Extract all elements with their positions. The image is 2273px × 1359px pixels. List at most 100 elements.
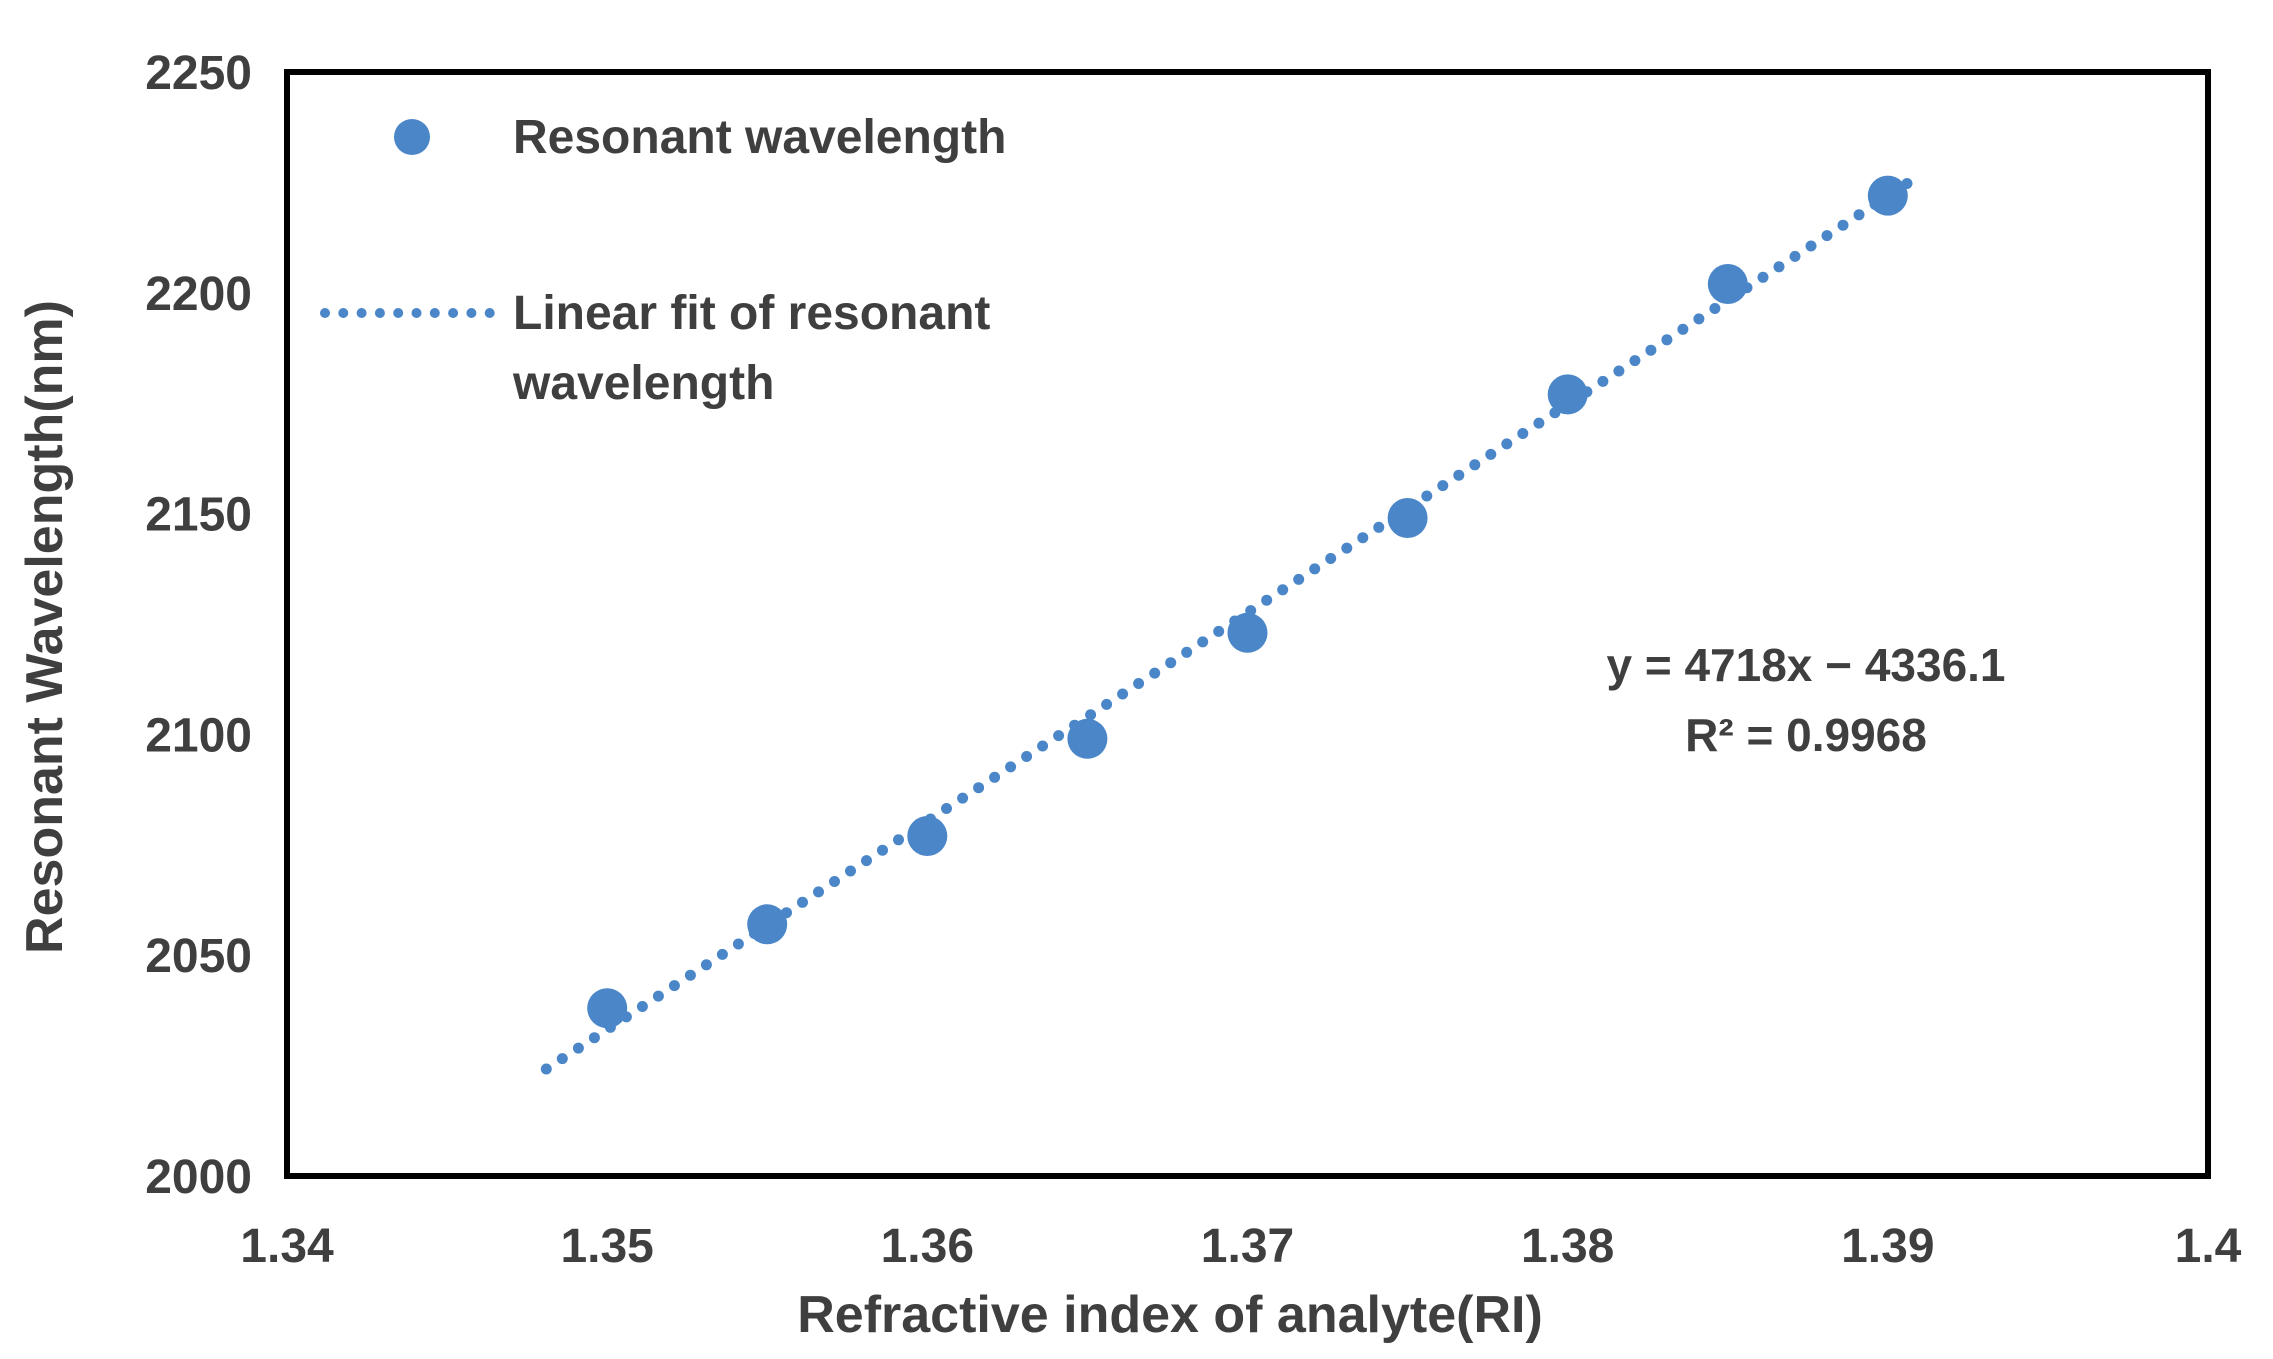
fit-line-dot (732, 938, 744, 950)
fit-line-dot (1165, 657, 1177, 669)
y-tick-label: 2050 (145, 930, 252, 983)
fit-line-dot (1181, 646, 1193, 658)
fit-line-dot (1821, 230, 1833, 242)
legend: Resonant wavelength Linear fit of resona… (320, 111, 1006, 410)
x-tick-label: 1.4 (2175, 1220, 2242, 1273)
fit-line-dot (1277, 584, 1289, 596)
fit-line-dot (572, 1042, 584, 1054)
legend-dot (429, 308, 440, 318)
legend-dotted-line-icon (320, 308, 495, 318)
data-point (907, 816, 948, 856)
fit-line-dot (1757, 271, 1769, 283)
fit-line-dot (1021, 751, 1033, 762)
fit-line-dot (1597, 375, 1609, 387)
fit-line-dot (989, 771, 1001, 783)
fit-line-dot (1693, 313, 1705, 325)
legend-dot (393, 308, 404, 318)
fit-line-dot (636, 1001, 648, 1012)
x-tick-label: 1.39 (1841, 1220, 1934, 1273)
data-point (1547, 374, 1588, 415)
x-tick-label: 1.35 (560, 1220, 653, 1273)
x-axis-tick-labels: 1.34 1.35 1.36 1.37 1.38 1.39 1.4 (240, 1220, 2241, 1273)
legend-dot (338, 308, 349, 318)
legend-dot (466, 308, 477, 318)
fit-r-squared-text: R² = 0.9968 (1685, 709, 1927, 761)
resonant-wavelength-series (587, 175, 1908, 1029)
fit-line-dot (1645, 344, 1657, 356)
fit-line-dot (1197, 636, 1209, 648)
legend-label-linear-fit-line1: Linear fit of resonant (513, 287, 990, 340)
y-tick-label: 2100 (145, 709, 252, 762)
data-point (1707, 264, 1748, 304)
fit-line-dot (1325, 553, 1337, 564)
data-point (587, 988, 628, 1029)
fit-line-dot (877, 844, 888, 856)
fit-line-dot (1789, 250, 1801, 262)
fit-line-dot (1613, 365, 1625, 377)
fit-line-dot (684, 969, 696, 981)
fit-line-dot (556, 1053, 568, 1065)
x-tick-label: 1.37 (1201, 1220, 1294, 1273)
x-tick-label: 1.34 (240, 1220, 334, 1273)
fit-line-dot (540, 1063, 552, 1075)
fit-line-dot (1469, 459, 1481, 471)
fit-line-dot (1341, 542, 1353, 554)
fit-line-dot (1005, 761, 1017, 773)
fit-line-dot (957, 792, 969, 804)
legend-dot (448, 308, 459, 318)
data-point (1067, 718, 1108, 759)
legend-dot (411, 308, 422, 318)
fit-line-dot (1853, 209, 1865, 221)
fit-line-dot (1053, 730, 1065, 742)
fit-line-dot (668, 980, 680, 992)
fit-line-dot (861, 855, 872, 867)
fit-line-dot (588, 1032, 600, 1044)
fit-line-dot (1101, 698, 1113, 710)
legend-dot (484, 308, 495, 318)
fit-line-dot (797, 896, 808, 908)
fit-line-dot (1421, 490, 1433, 502)
fit-line-dot (813, 886, 824, 898)
fit-line-dot (700, 959, 712, 971)
fit-equation-text: y = 4718x − 4336.1 (1606, 639, 2005, 691)
fit-line-dot (652, 990, 664, 1002)
data-point (1867, 175, 1908, 216)
fit-line-dot (1485, 448, 1497, 460)
fit-line-dot (893, 834, 904, 846)
fit-line-dot (1533, 417, 1545, 429)
fit-line-dot (1805, 240, 1817, 252)
fit-line-dot (716, 948, 728, 960)
data-point (747, 904, 788, 945)
legend-dot (356, 308, 367, 318)
fit-line-dot (1133, 678, 1145, 689)
x-tick-label: 1.36 (881, 1220, 974, 1273)
y-tick-label: 2200 (145, 268, 252, 321)
fit-line-dot (1357, 532, 1369, 544)
fit-line-dot (973, 782, 985, 794)
fit-line-dot (1773, 261, 1785, 273)
fit-line-dot (1453, 469, 1465, 481)
y-tick-label: 2250 (145, 47, 252, 100)
fit-line-dot (1661, 334, 1673, 346)
plot-frame (284, 69, 2211, 1179)
fit-line-dot (1629, 355, 1641, 367)
data-point (1227, 612, 1268, 653)
fit-line-dot (1293, 573, 1305, 585)
fit-line-dot (1437, 480, 1449, 492)
legend-label-resonant-wavelength: Resonant wavelength (513, 111, 1006, 164)
y-tick-label: 2000 (145, 1151, 252, 1204)
legend-label-linear-fit-line2: wavelength (512, 357, 774, 410)
fit-line-dot (1517, 428, 1529, 439)
y-axis-title: Resonant Wavelength(nm) (16, 300, 74, 954)
fit-line-dot (1309, 563, 1321, 575)
legend-scatter-marker-icon (394, 119, 430, 155)
fit-line-dot (1149, 667, 1161, 679)
fit-line-dot (845, 865, 856, 877)
x-tick-label: 1.38 (1521, 1220, 1614, 1273)
legend-dot (374, 308, 385, 318)
x-axis-title: Refractive index of analyte(RI) (797, 1286, 1543, 1344)
data-point (1387, 498, 1428, 538)
legend-dot (320, 308, 330, 318)
fit-line-dot (1373, 521, 1385, 533)
